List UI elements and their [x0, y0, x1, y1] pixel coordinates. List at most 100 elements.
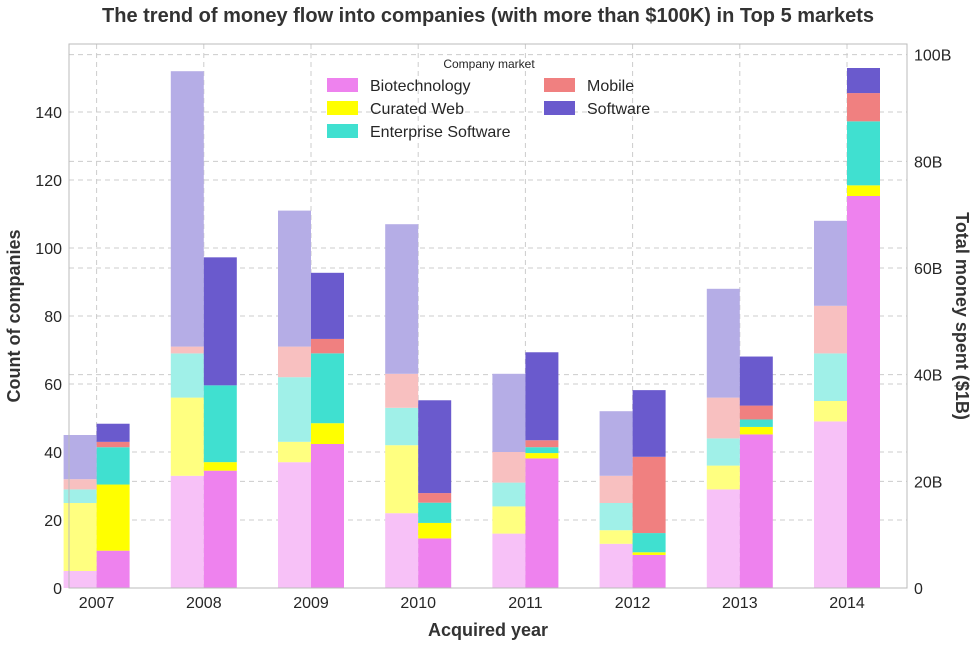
bar-money-curated-web-2007	[96, 484, 130, 551]
y-tick-label: 0	[53, 581, 62, 598]
plot-frame	[68, 43, 908, 589]
y-tick-label: 140	[35, 105, 62, 122]
y-tick-label: 80	[44, 309, 62, 326]
legend-swatch-mobile	[544, 78, 575, 92]
bar-money-curated-web-2011	[525, 453, 559, 459]
bar-money-enterprise-software-2012	[632, 533, 666, 553]
bar-count-curated-web-2010	[385, 445, 419, 514]
bar-count-biotechnology-2009	[278, 462, 311, 588]
legend-swatch-enterprise-software	[327, 124, 358, 138]
bar-money-biotechnology-2009	[311, 444, 344, 588]
bar-count-curated-web-2008	[170, 397, 204, 476]
bars	[63, 68, 880, 588]
x-tick-label-2014: 2014	[829, 595, 865, 612]
y-right-tick-label: 100B	[914, 48, 951, 65]
x-tick-label-2010: 2010	[400, 595, 436, 612]
bar-money-software-2007	[96, 423, 130, 442]
bar-count-mobile-2014	[814, 305, 847, 354]
bar-money-biotechnology-2012	[632, 554, 666, 588]
bar-count-enterprise-software-2014	[814, 353, 847, 401]
bar-count-enterprise-software-2012	[599, 503, 633, 531]
bar-count-biotechnology-2013	[706, 489, 740, 588]
bar-money-software-2013	[739, 356, 773, 406]
bar-money-enterprise-software-2008	[203, 385, 237, 463]
x-axis-label: Acquired year	[428, 620, 548, 640]
bar-count-enterprise-software-2013	[706, 438, 740, 466]
bar-money-curated-web-2014	[847, 185, 880, 196]
legend-label-biotechnology: Biotechnology	[370, 78, 471, 95]
bar-count-mobile-2007	[63, 479, 97, 490]
legend-label-enterprise-software: Enterprise Software	[370, 124, 511, 141]
bar-count-mobile-2012	[599, 475, 633, 503]
x-tick-label-2008: 2008	[186, 595, 222, 612]
legend-swatch-curated-web	[327, 101, 358, 115]
y-tick-label: 60	[44, 377, 62, 394]
bar-money-curated-web-2010	[418, 522, 452, 539]
bar-money-software-2012	[632, 390, 666, 457]
y-tick-label: 40	[44, 445, 62, 462]
bar-money-curated-web-2012	[632, 552, 666, 555]
bar-count-enterprise-software-2008	[170, 353, 204, 398]
bar-money-curated-web-2013	[739, 426, 773, 435]
y-tick-label: 100	[35, 241, 62, 258]
legend-label-mobile: Mobile	[587, 78, 634, 95]
bar-count-curated-web-2013	[706, 465, 740, 490]
bar-count-curated-web-2014	[814, 401, 847, 422]
bar-money-mobile-2012	[632, 456, 666, 534]
y-right-tick-label: 40B	[914, 368, 942, 385]
bar-money-mobile-2009	[311, 338, 344, 354]
bar-count-software-2009	[278, 210, 311, 347]
bar-count-curated-web-2012	[599, 530, 633, 544]
legend: Company market Biotechnology Curated Web E…	[327, 57, 650, 141]
bar-count-biotechnology-2007	[63, 571, 97, 588]
bar-count-curated-web-2009	[278, 441, 311, 463]
y-axis-right-label: Total money spent ($1B)	[952, 212, 972, 420]
legend-swatch-software	[544, 101, 575, 115]
bar-count-enterprise-software-2009	[278, 377, 311, 442]
x-tick-label-2011: 2011	[508, 595, 543, 612]
bar-count-software-2011	[492, 373, 526, 452]
bar-money-enterprise-software-2010	[418, 502, 452, 523]
tick-labels: 0 20 40 60 80 100 120 140 0 20B 40B 60B 80B 100B 2007 2…	[35, 48, 951, 612]
bar-count-software-2008	[170, 71, 204, 347]
bar-count-software-2012	[599, 411, 633, 476]
bar-money-enterprise-software-2011	[525, 447, 559, 454]
bar-money-curated-web-2009	[311, 423, 344, 444]
chart-title: The trend of money flow into companies (…	[102, 5, 874, 27]
bar-count-biotechnology-2008	[170, 475, 204, 588]
bar-money-biotechnology-2011	[525, 458, 559, 588]
bar-money-mobile-2007	[96, 441, 130, 448]
bar-money-software-2010	[418, 400, 452, 494]
bar-money-software-2011	[525, 352, 559, 441]
x-tick-label-2013: 2013	[722, 595, 758, 612]
legend-title: Company market	[443, 57, 535, 71]
bar-count-software-2014	[814, 220, 847, 306]
bar-money-mobile-2014	[847, 93, 880, 122]
bar-money-mobile-2013	[739, 405, 773, 420]
bar-money-biotechnology-2007	[96, 550, 130, 588]
bar-count-mobile-2009	[278, 346, 311, 378]
x-tick-label-2007: 2007	[79, 595, 115, 612]
bar-count-biotechnology-2011	[492, 533, 526, 588]
x-tick-label-2009: 2009	[293, 595, 329, 612]
bar-money-mobile-2010	[418, 493, 452, 503]
bar-money-biotechnology-2010	[418, 538, 452, 588]
x-tick-label-2012: 2012	[615, 595, 651, 612]
y-right-tick-label: 60B	[914, 261, 942, 278]
bar-count-mobile-2008	[170, 346, 204, 354]
legend-label-software: Software	[587, 101, 650, 118]
bar-count-biotechnology-2010	[385, 513, 419, 588]
bar-money-biotechnology-2014	[847, 196, 880, 588]
bar-money-software-2008	[203, 257, 237, 386]
y-tick-label: 20	[44, 513, 62, 530]
bar-money-enterprise-software-2007	[96, 447, 130, 485]
bar-money-enterprise-software-2013	[739, 419, 773, 427]
legend-label-curated-web: Curated Web	[370, 101, 464, 118]
bar-count-curated-web-2011	[492, 506, 526, 534]
bar-money-curated-web-2008	[203, 462, 237, 471]
bar-money-biotechnology-2008	[203, 470, 237, 588]
bar-count-mobile-2010	[385, 373, 419, 408]
bar-count-software-2013	[706, 288, 740, 398]
bar-count-biotechnology-2014	[814, 421, 847, 588]
